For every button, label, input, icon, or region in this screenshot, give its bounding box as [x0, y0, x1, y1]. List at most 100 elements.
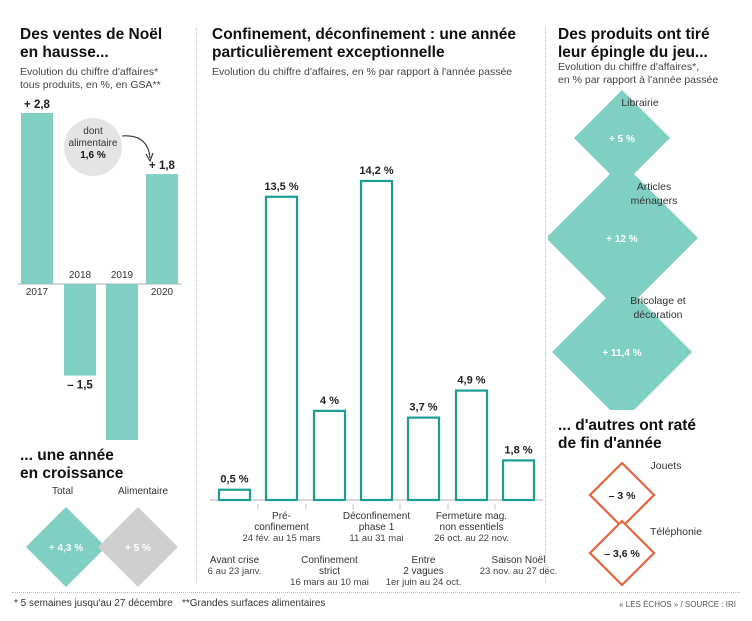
center-title: Confinement, déconfinement : une année p… — [212, 26, 516, 62]
left-subtitle-line1: Evolution du chiffre d'affaires* — [20, 66, 159, 78]
loser-value: – 3,6 % — [604, 548, 640, 560]
loser-label: Jouets — [651, 460, 682, 472]
period-category-name: Déconfinement — [342, 511, 411, 522]
period-category-date: 23 nov. au 27 déc. — [479, 566, 558, 577]
center-title-line1: Confinement, déconfinement : une année — [212, 26, 516, 43]
period-category-name: confinement — [254, 522, 309, 533]
period-category-date: 11 au 31 mai — [349, 533, 404, 544]
period-category-date: 24 fév. au 15 mars — [242, 533, 321, 544]
right-subtitle-line2: en % par rapport à l'année passée — [558, 74, 719, 86]
period-category-name: Avant crise — [209, 555, 260, 566]
period-category-name: Confinement — [301, 555, 358, 566]
losers-diamonds: – 3 % Jouets – 3,6 % Téléphonie — [588, 460, 702, 587]
annual-year-label: 2019 — [111, 270, 134, 281]
winner-diamond — [552, 282, 692, 410]
annual-bar-2020 — [146, 174, 178, 284]
growth-total-value: + 4,3 % — [49, 543, 83, 554]
period-category: Avant crise 6 au 23 janv. — [185, 555, 285, 577]
left-subtitle-line2: tous produits, en %, en GSA** — [20, 79, 161, 91]
period-category-name: Pré- — [272, 511, 291, 522]
winner-diamond — [574, 90, 670, 186]
period-bar — [312, 409, 347, 502]
period-category: Entre 2 vagues 1er juin au 24 oct. — [374, 555, 474, 588]
period-category: Pré-confinement 24 fév. au 15 mars — [232, 511, 332, 544]
period-category-name: Entre — [411, 555, 436, 566]
right-title: Des produits ont tiré leur épingle du je… — [558, 26, 710, 62]
alimentaire-bubble: dont alimentaire 1,6 % — [64, 118, 122, 176]
period-value-label: 0,5 % — [220, 474, 248, 486]
winner-value: + 5 % — [609, 134, 635, 145]
period-value-label: 13,5 % — [264, 181, 298, 193]
annual-year-label: 2018 — [69, 270, 92, 281]
growth-total-diamond — [26, 507, 106, 587]
winner-label: ménagers — [631, 195, 678, 207]
winner-label: Bricolage et — [630, 295, 686, 307]
period-category: Confinement strict 16 mars au 10 mai — [280, 555, 380, 588]
footer-note1: * 5 semaines jusqu'au 27 décembre — [14, 598, 173, 609]
growth-title-line1: ... une année — [20, 447, 114, 464]
growth-alim-label: Alimentaire — [118, 486, 169, 497]
annual-value-label: – 1,5 — [67, 380, 93, 392]
right-subtitle: Evolution du chiffre d'affaires*, en % p… — [558, 61, 718, 87]
separator-right — [545, 28, 546, 583]
left-subtitle: Evolution du chiffre d'affaires* tous pr… — [20, 66, 161, 92]
annual-value-label: + 1,8 — [149, 160, 176, 172]
period-bar — [501, 459, 536, 502]
footer-source: « LES ÉCHOS » / SOURCE : IRI — [619, 600, 736, 609]
period-bar-chart: 0,5 % 13,5 % 4 % 14,2 % 3,7 % 4,9 % 1,8 % — [210, 165, 543, 510]
footer-rule — [12, 592, 740, 593]
period-category-date: 26 oct. au 22 nov. — [434, 533, 509, 544]
period-value-label: 4 % — [320, 395, 339, 407]
bubble-line2: alimentaire — [68, 138, 118, 149]
period-category-name: Fermeture mag. — [435, 511, 508, 522]
period-category-name: 2 vagues — [403, 566, 444, 577]
right-title-line1: Des produits ont tiré — [558, 26, 710, 43]
annual-bar-2017 — [21, 113, 53, 284]
right-title-line2: leur épingle du jeu... — [558, 44, 708, 61]
bubble-arrow — [121, 135, 154, 163]
separator-left — [196, 28, 197, 583]
growth-title-line2: en croissance — [20, 465, 124, 482]
annual-bar-2019 — [106, 284, 138, 440]
left-title: Des ventes de Noël en hausse... — [20, 26, 162, 62]
left-title-line2: en hausse... — [20, 44, 109, 61]
period-category-name: strict — [318, 566, 341, 577]
losers-title-line1: ... d'autres ont raté — [558, 417, 697, 434]
period-category: Saison Noël 23 nov. au 27 déc. — [469, 555, 569, 577]
winner-diamond — [548, 162, 698, 314]
annual-year-label: 2020 — [151, 287, 174, 298]
left-title-line1: Des ventes de Noël — [20, 26, 163, 43]
growth-total-label: Total — [52, 486, 74, 497]
period-category: Fermeture mag. non essentiels 26 oct. au 2… — [422, 511, 522, 544]
bubble-value: 1,6 % — [80, 150, 106, 161]
winner-label: décoration — [633, 309, 682, 321]
loser-diamond — [588, 519, 656, 587]
loser-label: Téléphonie — [650, 526, 702, 538]
period-value-label: 4,9 % — [457, 375, 485, 387]
winner-value: + 12 % — [606, 234, 638, 245]
period-category: Déconfinement phase 1 11 au 31 mai — [327, 511, 427, 544]
period-category-date: 6 au 23 janv. — [207, 566, 262, 577]
period-category-name: Saison Noël — [491, 555, 546, 566]
losers-title: ... d'autres ont raté de fin d'année — [558, 417, 696, 453]
winner-value: + 11,4 % — [602, 348, 641, 359]
period-bar — [359, 179, 394, 502]
winner-label: Articles — [637, 181, 671, 193]
winner-label: Librairie — [621, 97, 659, 109]
losers-title-line2: de fin d'année — [558, 435, 662, 452]
annual-bar-2018 — [64, 284, 96, 376]
period-category-date: 16 mars au 10 mai — [290, 577, 369, 588]
right-subtitle-line1: Evolution du chiffre d'affaires*, — [558, 61, 700, 73]
winners-diamonds: + 5 % Librairie + 12 % Articles ménagers + 11… — [548, 90, 698, 410]
growth-alim-value: + 5 % — [125, 543, 151, 554]
growth-alim-diamond — [98, 507, 178, 587]
center-subtitle: Evolution du chiffre d'affaires, en % pa… — [212, 66, 513, 78]
loser-value: – 3 % — [609, 490, 637, 502]
center-title-line2: particulièrement exceptionnelle — [212, 44, 445, 61]
period-bar — [406, 416, 441, 502]
period-value-label: 3,7 % — [409, 402, 437, 414]
period-value-label: 14,2 % — [359, 165, 393, 177]
period-category-name: phase 1 — [358, 522, 395, 533]
growth-diamonds: + 4,3 % + 5 % — [26, 507, 178, 587]
